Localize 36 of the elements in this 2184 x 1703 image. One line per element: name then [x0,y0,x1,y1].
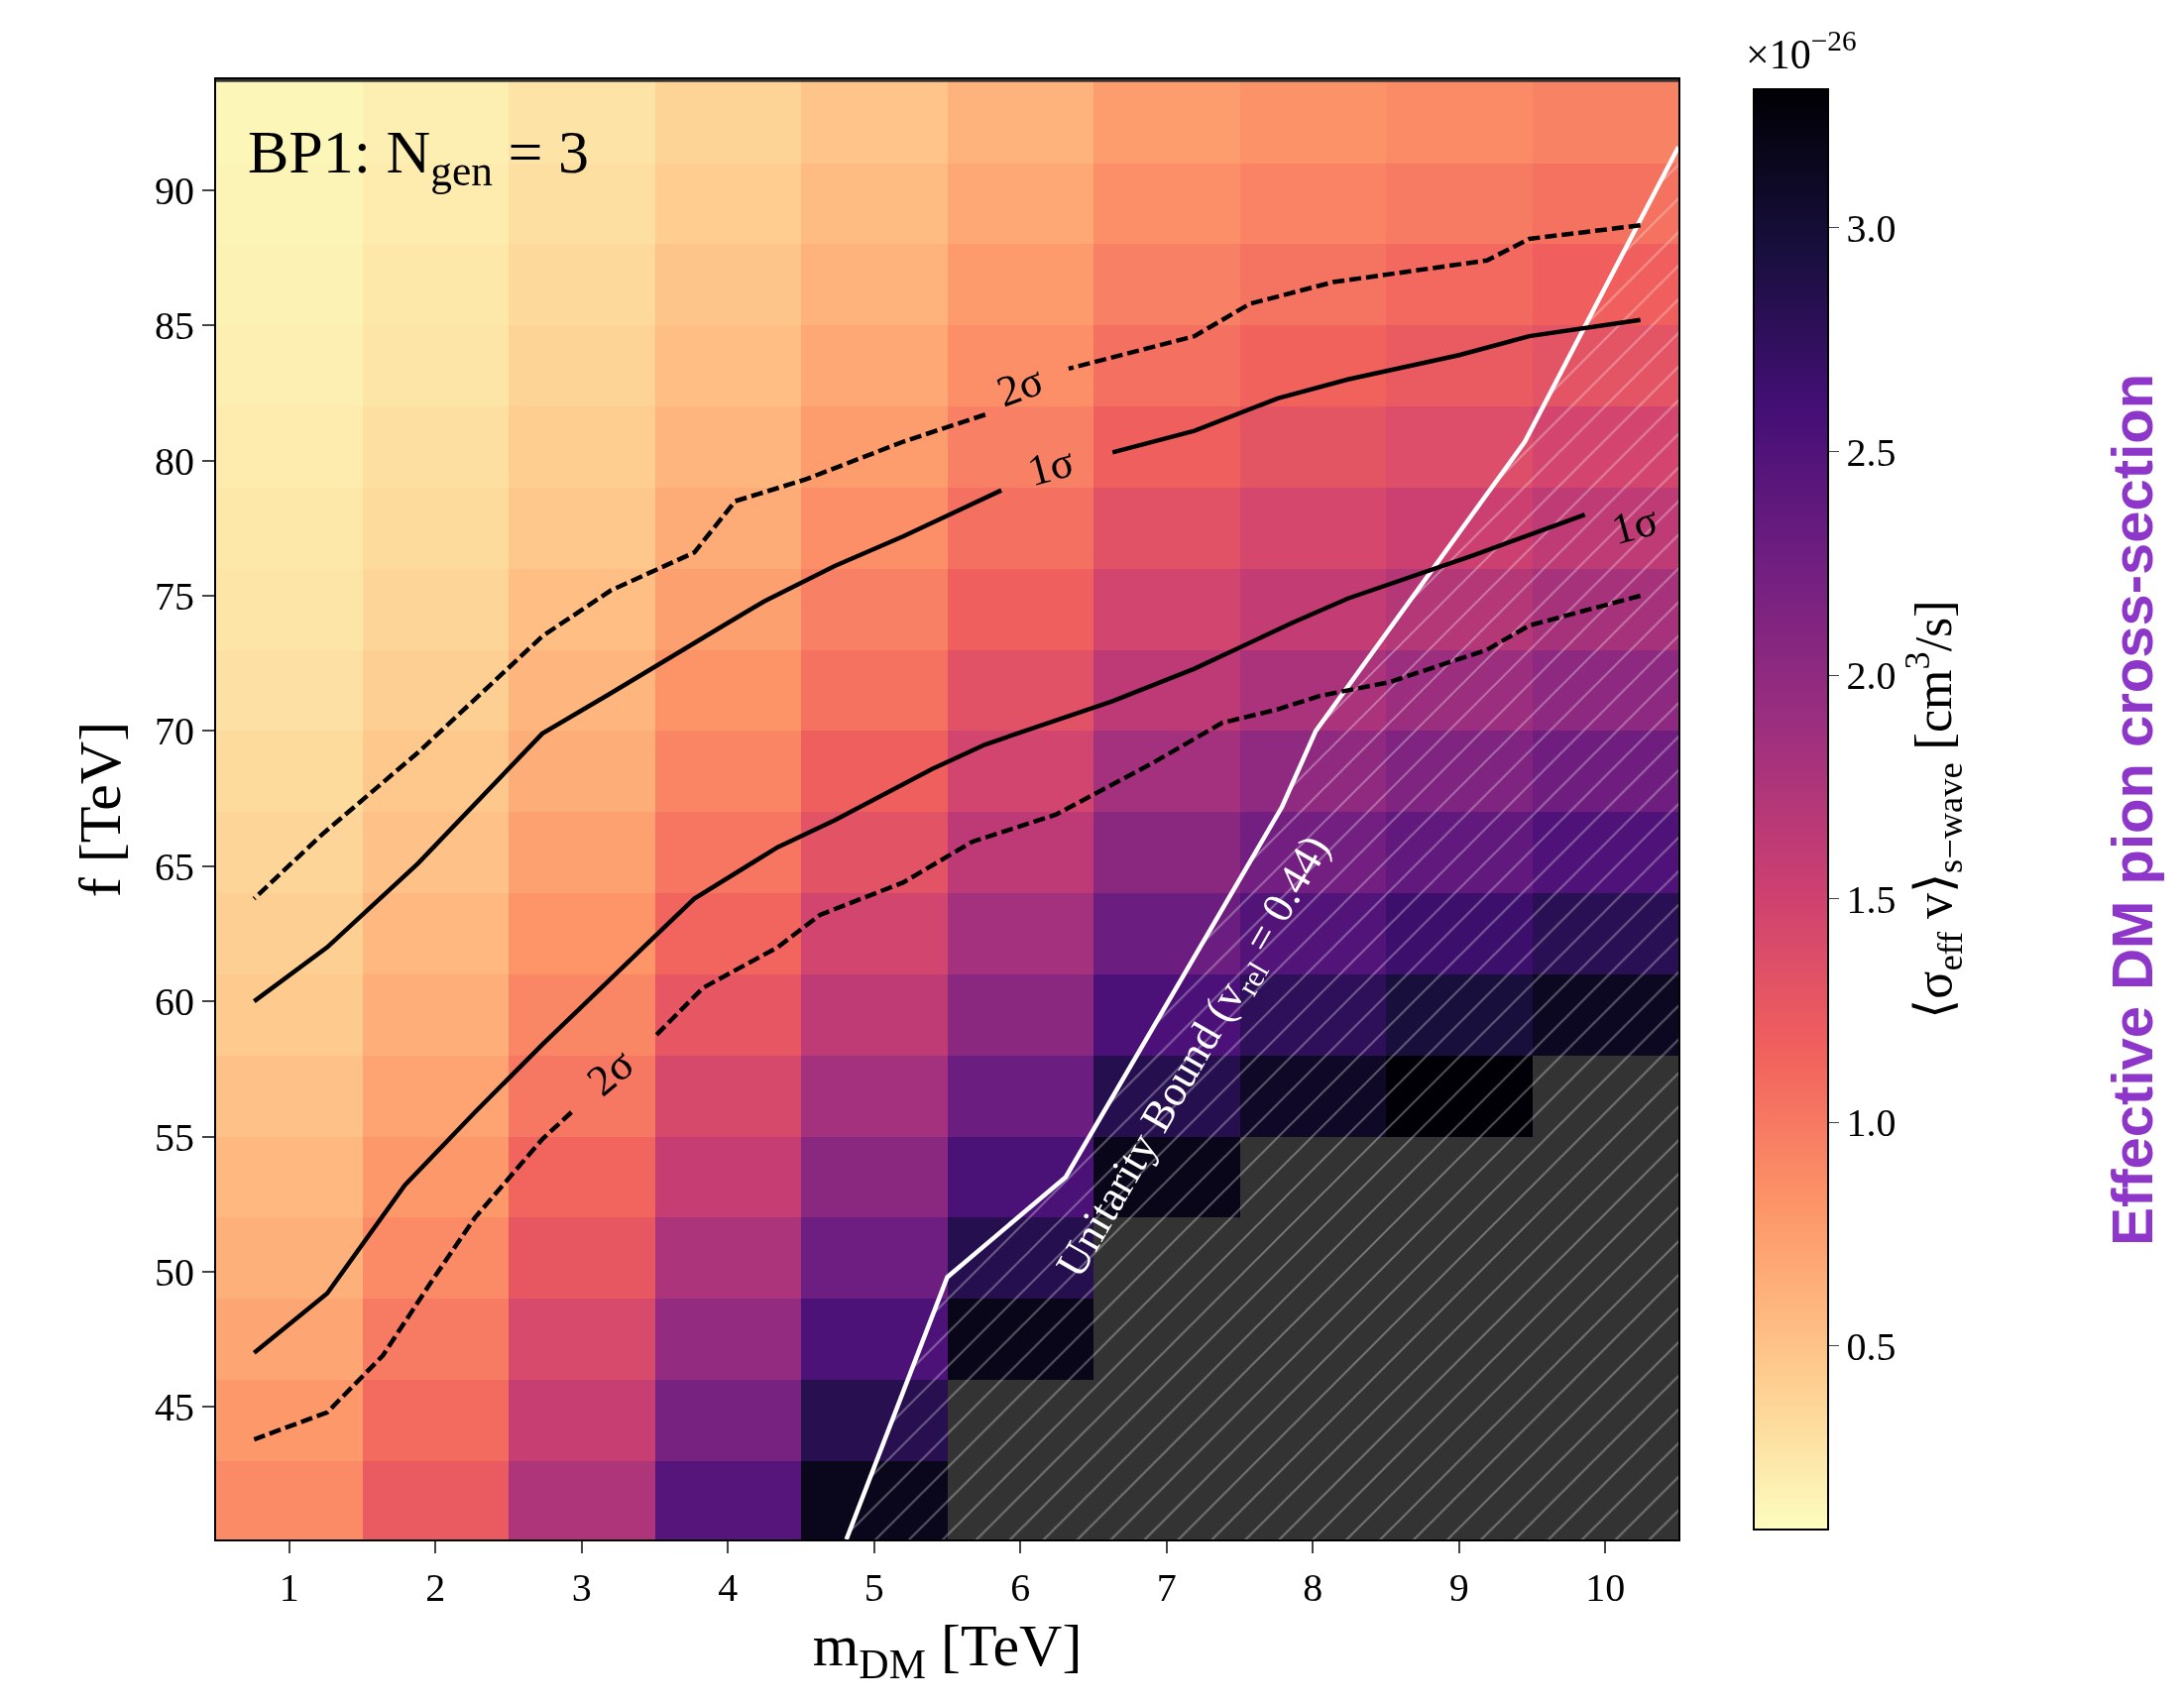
annotation: 1σ [1022,436,1080,497]
text: ×10$^{−26}$ [1746,25,1857,77]
y-tick-label: 45 [155,1385,194,1430]
annotation: 2σ [577,1039,644,1106]
y-tick-label: 65 [155,844,194,889]
x-tick-label: 2 [425,1565,446,1610]
color-bar-label: 1.0 [1846,1100,1897,1146]
x-tick-label: 10 [1585,1565,1626,1610]
x-tick-label: 6 [1010,1565,1031,1610]
text: Effective DM pion cross-section [2099,373,2164,1246]
y-tick-label: 70 [155,709,194,754]
line-series [252,511,1587,1356]
annotation: 2σ [990,355,1051,417]
x-tick-label: 3 [571,1565,592,1610]
color-bar-label: 2.5 [1846,429,1897,475]
x-axis-title: m$_{DM}$ [TeV] [812,1613,1083,1687]
y-tick-label: 75 [155,574,194,620]
y-axis-title: f [TeV] [67,721,133,898]
x-tick-label: 8 [1303,1565,1323,1610]
x-tick-label: 9 [1448,1565,1469,1610]
x-tick-label: 4 [718,1565,739,1610]
y-tick-label: 80 [155,438,194,484]
x-tick-label: 1 [279,1565,299,1610]
color-bar-label: 0.5 [1846,1323,1897,1369]
x-tick-label: 5 [863,1565,884,1610]
y-tick-label: 50 [155,1249,194,1295]
y-tick-label: 60 [155,979,194,1025]
y-tick-label: 55 [155,1114,194,1160]
color-bar-label: 3.0 [1846,205,1897,251]
y-tick-label: 85 [155,303,194,349]
y-tick-label: 90 [155,168,194,213]
x-tick-label: 7 [1156,1565,1177,1610]
color-bar-label: 1.5 [1846,876,1897,922]
color-bar-label: 2.0 [1846,653,1897,699]
annotation: BP1: N$_{gen}$ = 3 [248,118,589,195]
annotation: 1σ [1606,495,1664,555]
